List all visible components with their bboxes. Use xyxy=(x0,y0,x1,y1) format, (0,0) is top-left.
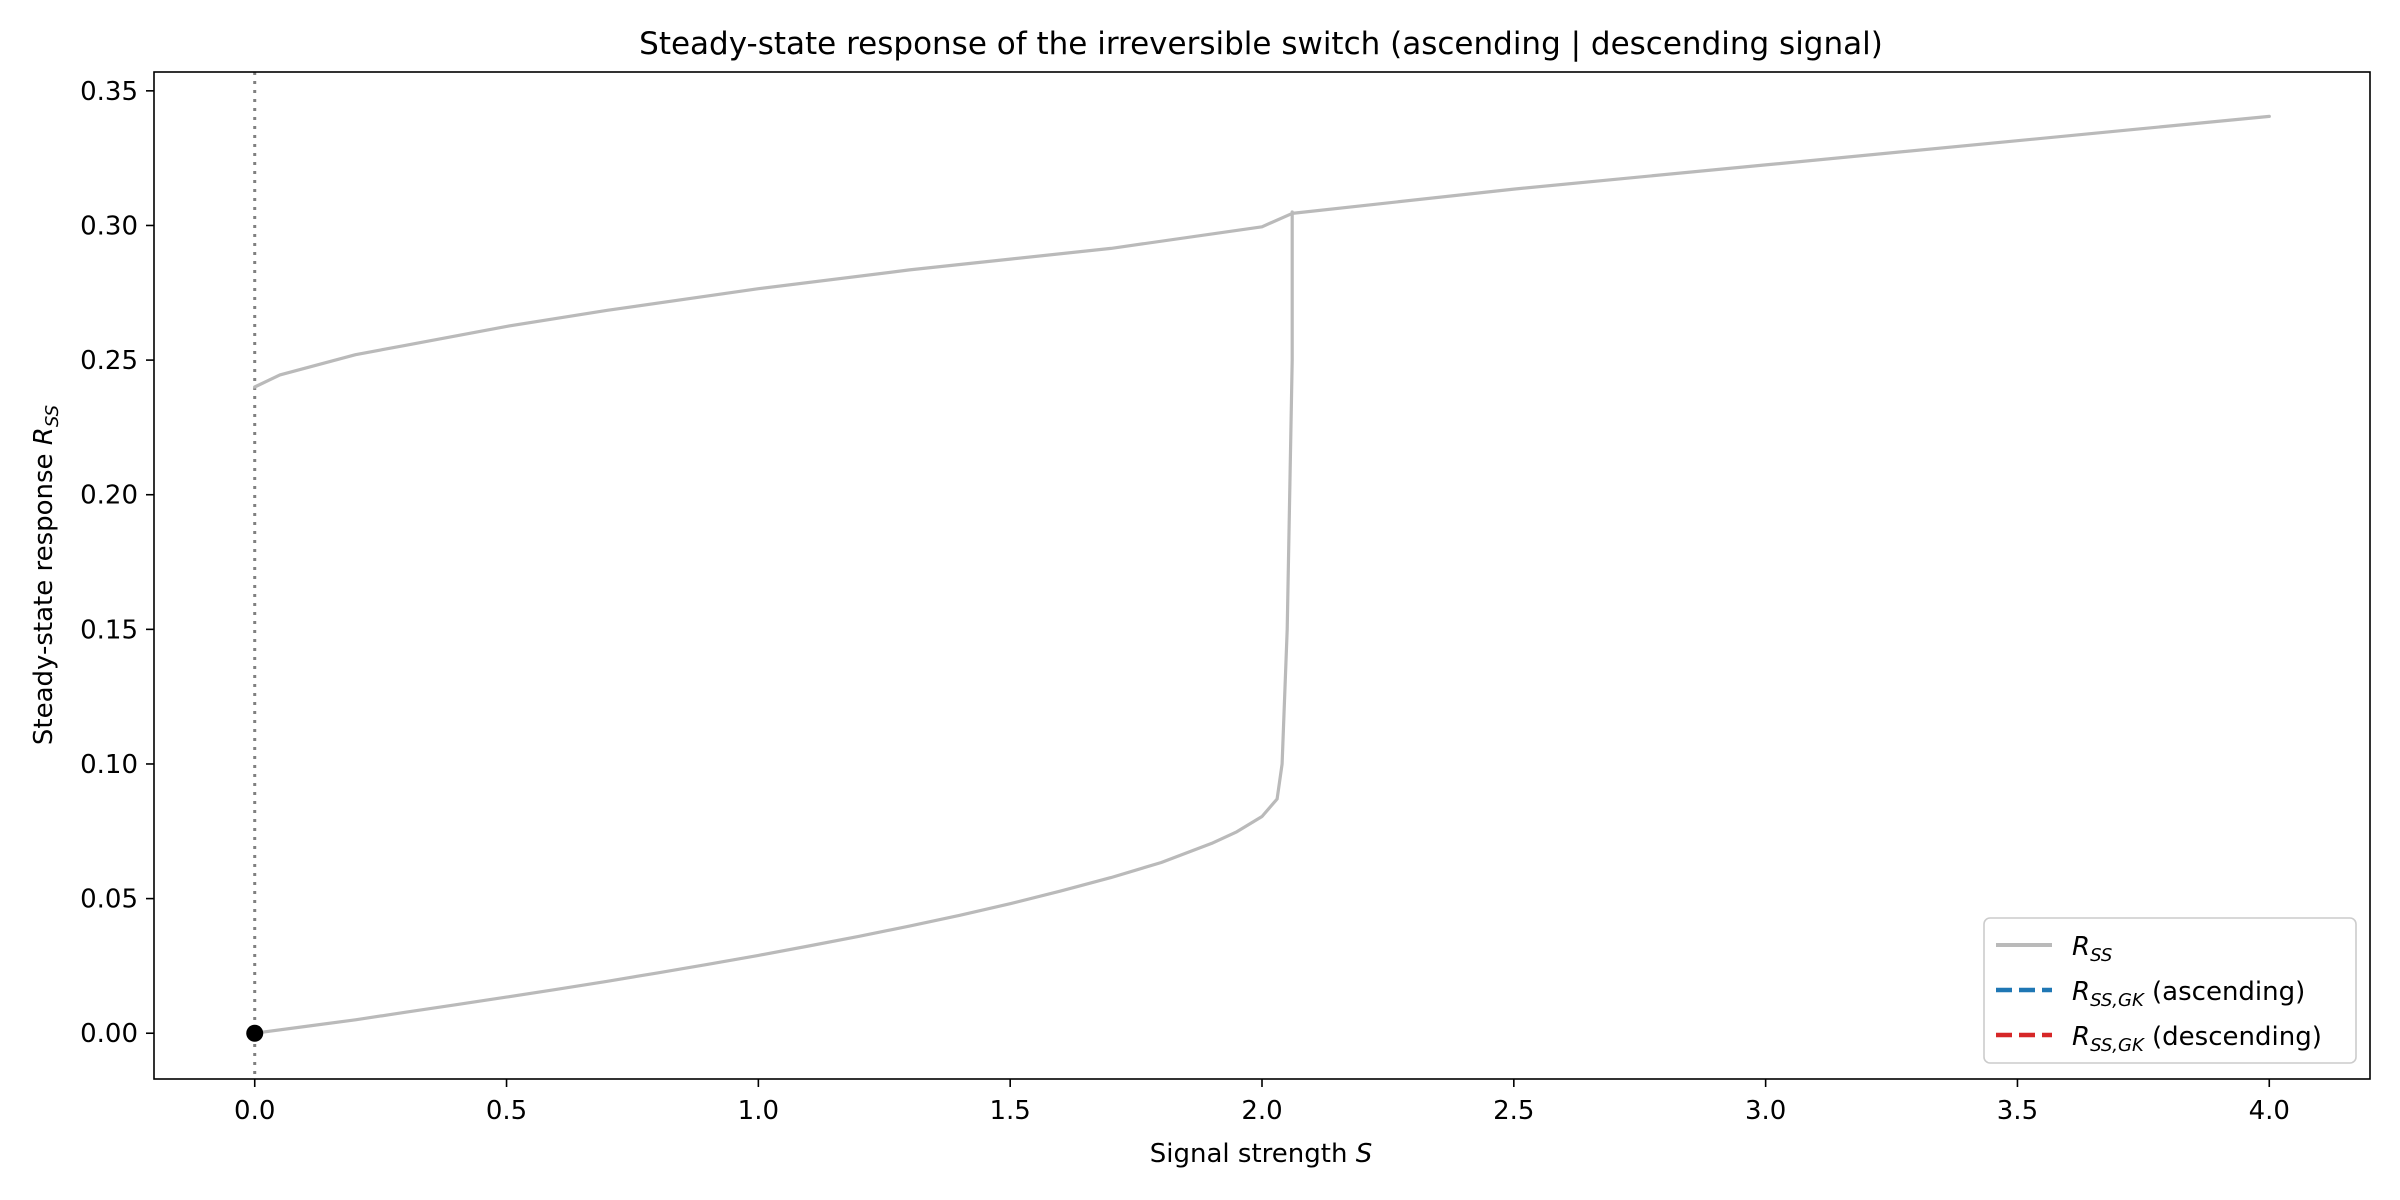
y-tick-label: 0.00 xyxy=(80,1019,138,1049)
y-tick-label: 0.35 xyxy=(80,77,138,107)
legend-entry-ascending: RSS,GK (ascending) xyxy=(1996,977,2305,1011)
origin-marker xyxy=(246,1024,264,1042)
y-tick-label: 0.15 xyxy=(80,615,138,645)
x-axis-label: Signal strength S xyxy=(1150,1139,1372,1169)
x-tick-label: 3.0 xyxy=(1745,1096,1786,1126)
x-tick-label: 2.5 xyxy=(1493,1096,1534,1126)
legend-label-rss: RSS xyxy=(2072,932,2112,966)
y-tick-label: 0.20 xyxy=(80,481,138,511)
chart-title: Steady-state response of the irreversibl… xyxy=(639,26,1883,62)
x-tick-label: 3.5 xyxy=(1997,1096,2038,1126)
series-0-line-0 xyxy=(253,210,1294,1035)
x-tick-label: 2.0 xyxy=(1241,1096,1282,1126)
x-tick-label: 0.5 xyxy=(486,1096,527,1126)
y-tick-label: 0.25 xyxy=(80,346,138,376)
axis-ticks: 0.0 0.5 1.0 1.5 2.0 2.5 3.0 3.5 4.0 0.00 0.05 0.10 0… xyxy=(80,77,2290,1126)
x-tick-label: 1.0 xyxy=(738,1096,779,1126)
y-axis-label: Steady-state response RSS xyxy=(29,405,63,745)
plot-area xyxy=(246,72,2271,1079)
legend-box xyxy=(1983,917,2357,1064)
x-tick-label: 0.0 xyxy=(234,1096,275,1126)
x-tick-label: 1.5 xyxy=(990,1096,1031,1126)
legend-label-ascending: RSS,GK (ascending) xyxy=(2072,977,2305,1011)
y-tick-label: 0.10 xyxy=(80,750,138,780)
legend-entry-descending: RSS,GK (descending) xyxy=(1996,1022,2322,1056)
legend-entry-rss: RSS xyxy=(1996,932,2112,966)
y-tick-label: 0.30 xyxy=(80,211,138,241)
legend-label-descending: RSS,GK (descending) xyxy=(2072,1022,2322,1056)
legend: RSS RSS,GK (ascending) RSS,GK (descendin… xyxy=(1983,917,2357,1064)
y-tick-label: 0.05 xyxy=(80,885,138,915)
x-tick-label: 4.0 xyxy=(2249,1096,2290,1126)
series-0-line-1 xyxy=(253,114,2271,389)
